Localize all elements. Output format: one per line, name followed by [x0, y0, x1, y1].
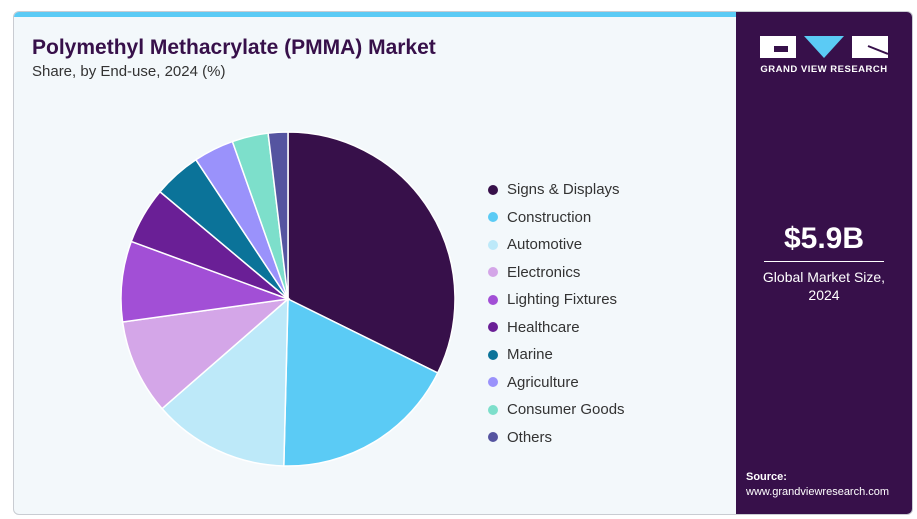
divider: [764, 261, 884, 262]
chart-legend: Signs & Displays Construction Automotive El…: [488, 176, 625, 451]
legend-label: Others: [507, 428, 553, 446]
legend-swatch: [488, 377, 498, 388]
market-size-value: $5.9B: [783, 222, 865, 255]
legend-swatch: [488, 322, 498, 333]
legend-label: Automotive: [507, 236, 583, 254]
legend-swatch: [488, 432, 498, 443]
pie-slice-signs-displays: [287, 131, 456, 374]
legend-item: Agriculture: [488, 369, 625, 397]
brand-name: GRAND VIEW RESEARCH: [760, 64, 888, 75]
legend-swatch: [488, 294, 498, 305]
legend-item: Signs & Displays: [488, 176, 625, 204]
pie-slice-construction: [283, 297, 439, 467]
pie-chart: [120, 131, 456, 467]
legend-swatch: [488, 239, 498, 250]
legend-label: Electronics: [507, 263, 581, 281]
legend-item: Electronics: [488, 259, 625, 287]
legend-item: Construction: [488, 204, 625, 232]
legend-swatch: [488, 267, 498, 278]
legend-swatch: [488, 184, 498, 195]
legend-item: Healthcare: [488, 314, 625, 342]
legend-swatch: [488, 349, 498, 360]
legend-label: Lighting Fixtures: [507, 291, 618, 309]
source-label: Source:: [746, 471, 787, 483]
chart-title: Polymethyl Methacrylate (PMMA) Market: [32, 36, 436, 59]
legend-item: Others: [488, 424, 625, 452]
legend-item: Lighting Fixtures: [488, 286, 625, 314]
legend-item: Marine: [488, 341, 625, 369]
legend-swatch: [488, 212, 498, 223]
market-size-label: Global Market Size, 2024: [762, 269, 886, 303]
accent-bar: [14, 12, 736, 17]
legend-label: Signs & Displays: [507, 181, 620, 199]
legend-swatch: [488, 404, 498, 415]
source: Source: www.grandviewresearch.com: [746, 470, 889, 500]
legend-label: Marine: [507, 346, 553, 364]
source-url: www.grandviewresearch.com: [746, 486, 890, 498]
info-panel: GRAND VIEW RESEARCH $5.9B Global Market …: [736, 12, 912, 514]
legend-label: Healthcare: [507, 318, 580, 336]
pie-slice-automotive: [160, 297, 289, 467]
chart-card: Polymethyl Methacrylate (PMMA) Market Sh…: [13, 11, 913, 515]
legend-label: Consumer Goods: [507, 401, 625, 419]
legend-label: Agriculture: [507, 373, 579, 391]
pie-slice-others: [267, 131, 289, 300]
legend-label: Construction: [507, 208, 592, 226]
legend-item: Automotive: [488, 231, 625, 259]
pie-slice-electronics: [121, 297, 291, 410]
gvr-logo: [760, 36, 888, 58]
chart-subtitle: Share, by End-use, 2024 (%): [32, 63, 226, 80]
legend-item: Consumer Goods: [488, 396, 625, 424]
